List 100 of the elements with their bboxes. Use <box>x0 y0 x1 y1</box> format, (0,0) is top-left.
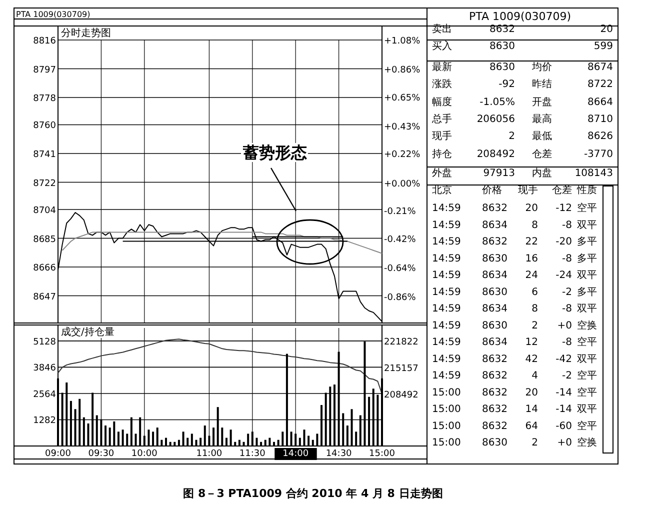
bar <box>242 442 245 446</box>
text: 108143 <box>574 168 613 179</box>
text: 空换 <box>577 436 597 448</box>
text: 8 <box>532 304 538 314</box>
text: 20 <box>525 387 538 398</box>
text: 599 <box>594 41 613 52</box>
x-tick-label: 09:00 <box>45 449 72 459</box>
bar <box>277 440 280 446</box>
text: 空平 <box>577 386 597 398</box>
bar <box>87 423 90 446</box>
text: 8632 <box>482 387 508 398</box>
text: PTA 1009(030709) <box>468 10 572 23</box>
bar <box>282 432 284 446</box>
text: 12 <box>525 337 538 348</box>
text: 8630 <box>482 438 508 448</box>
text: -3770 <box>584 149 613 160</box>
bar <box>200 438 202 446</box>
bar <box>104 426 107 446</box>
text: 8634 <box>482 220 508 231</box>
line-series <box>62 232 382 254</box>
text: 最高 <box>532 113 552 125</box>
bar <box>264 440 266 446</box>
text: 8664 <box>588 97 613 108</box>
text: 外盘 <box>432 167 452 179</box>
y2-tick-label: -0.21% <box>384 207 416 218</box>
bar <box>212 428 215 446</box>
text: 206056 <box>476 114 515 125</box>
text: 16 <box>525 253 538 264</box>
text: 22 <box>525 236 538 248</box>
y2-tick-label: +0.86% <box>384 66 421 76</box>
text: 空平 <box>577 370 597 382</box>
text: -12 <box>556 203 572 214</box>
text: 持仓 <box>432 148 452 160</box>
text: -8 <box>562 304 572 314</box>
y-tick-label: 8797 <box>33 65 56 76</box>
y-tick-label: 1282 <box>33 416 56 426</box>
text: 多平 <box>577 236 597 248</box>
text: 15:00 <box>432 438 461 448</box>
text: 8632 <box>482 370 508 382</box>
text: 开盘 <box>532 96 552 108</box>
text: -14 <box>556 387 572 398</box>
y2-tick-label: +0.65% <box>384 93 421 104</box>
text: 8630 <box>482 253 508 264</box>
text: 最新 <box>432 61 452 73</box>
text: 14:59 <box>432 253 461 264</box>
text: 14:59 <box>432 304 461 314</box>
y2-tick-label: +1.08% <box>384 36 421 46</box>
text: 8632 <box>482 404 508 415</box>
y-tick-label: 8741 <box>33 150 56 160</box>
chart-subtitle: 分时走势图 <box>61 27 111 39</box>
bar <box>346 426 348 446</box>
text: 仓差 <box>552 184 572 196</box>
bar <box>260 442 262 446</box>
y2-tick-label: -0.64% <box>384 264 416 274</box>
text: 总手 <box>431 113 452 125</box>
text: 15:00 <box>432 387 461 398</box>
text: 8632 <box>482 236 508 248</box>
y-tick-label: 8666 <box>33 264 56 274</box>
y2-tick-label: +0.00% <box>384 179 421 190</box>
text: 性质 <box>576 184 597 196</box>
text: 14:59 <box>432 236 461 248</box>
bar <box>221 428 224 446</box>
bar <box>148 430 150 446</box>
text: 8626 <box>588 131 613 142</box>
text: 14:59 <box>432 220 461 231</box>
text: 208492 <box>476 149 515 160</box>
text: 涨跌 <box>432 78 452 90</box>
text: 均价 <box>531 61 552 73</box>
text: 24 <box>525 270 538 281</box>
bar <box>247 434 250 446</box>
text: 双平 <box>577 304 597 314</box>
text: -42 <box>556 354 572 365</box>
bar <box>186 438 189 446</box>
bar <box>273 442 275 446</box>
y2-tick-label: +0.43% <box>384 122 421 132</box>
bar <box>195 440 198 446</box>
text: 内盘 <box>532 167 552 179</box>
caption: 图 8－3 PTA1009 合约 2010 年 4 月 8 日走势图 <box>183 487 443 500</box>
bar <box>190 434 193 446</box>
text: 幅度 <box>432 96 452 108</box>
text: 8630 <box>490 62 515 73</box>
text: 双平 <box>577 220 597 231</box>
text: -2 <box>562 286 572 298</box>
y2-tick-label: +0.22% <box>384 150 421 160</box>
bar <box>225 438 228 446</box>
chart-subtitle: 成交/持仓量 <box>61 326 114 338</box>
text: +0 <box>557 320 572 332</box>
text: -14 <box>556 404 572 415</box>
text: 价格 <box>481 184 502 196</box>
text: 2 <box>532 320 538 332</box>
y2-tick-label: 221822 <box>384 338 418 348</box>
y2-tick-label: -0.86% <box>384 293 416 304</box>
text: 8630 <box>482 320 508 332</box>
bar <box>160 440 163 446</box>
bar <box>316 434 318 446</box>
line-series <box>58 338 382 394</box>
text: 8632 <box>482 203 508 214</box>
bar <box>169 442 172 446</box>
x-tick-label: 09:30 <box>88 449 114 459</box>
text: -8 <box>562 220 572 231</box>
